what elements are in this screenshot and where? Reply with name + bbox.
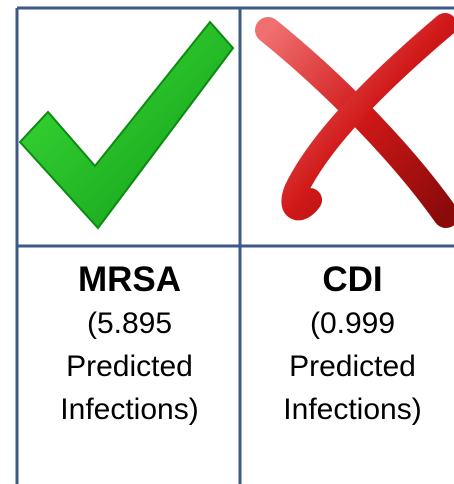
cell-line: Infections): [283, 393, 422, 426]
cell-title: CDI: [322, 260, 383, 299]
cross-icon: [281, 13, 454, 221]
cell-line: (5.895: [86, 307, 173, 340]
cell-title: MRSA: [77, 260, 182, 299]
cell-line: Infections): [60, 393, 199, 426]
check-icon: [18, 20, 235, 230]
table-cell: CDI (0.999 Predicted Infections): [241, 258, 454, 431]
cell-line: (0.999: [309, 307, 396, 340]
cell-line: Predicted: [289, 350, 416, 383]
table-cell: MRSA (5.895 Predicted Infections): [18, 258, 241, 431]
table-border: [15, 6, 454, 484]
cell-line: Predicted: [66, 350, 193, 383]
